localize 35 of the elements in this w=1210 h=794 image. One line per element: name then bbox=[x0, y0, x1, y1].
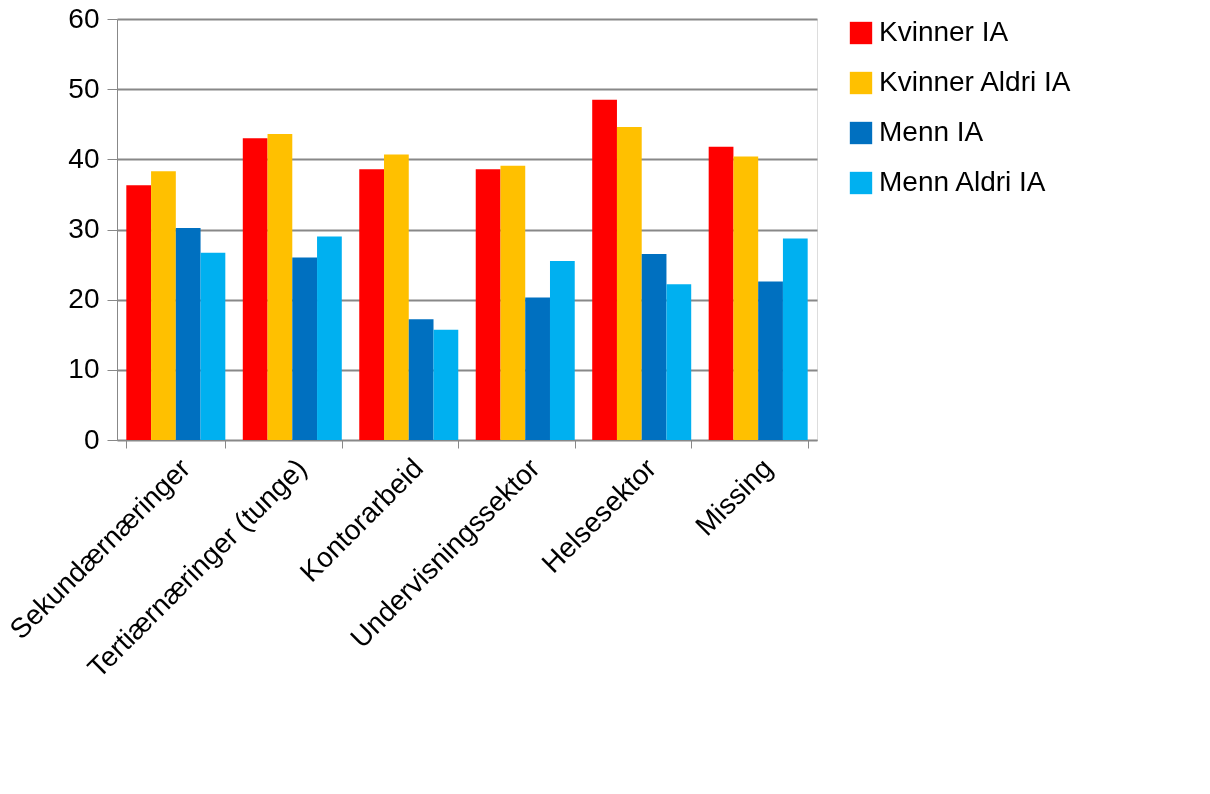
legend-label: Kvinner IA bbox=[879, 16, 1009, 47]
bar bbox=[126, 185, 152, 440]
legend-label: Menn Aldri IA bbox=[879, 166, 1046, 197]
bar bbox=[733, 156, 759, 440]
bar bbox=[151, 171, 176, 440]
y-tick-label: 10 bbox=[68, 353, 100, 385]
y-tick-label: 50 bbox=[68, 72, 100, 104]
bar bbox=[317, 236, 342, 440]
bar bbox=[242, 138, 268, 440]
bar bbox=[500, 165, 526, 440]
bar bbox=[616, 127, 642, 440]
bar bbox=[292, 257, 318, 440]
bar bbox=[782, 238, 808, 440]
bar bbox=[267, 134, 293, 440]
bar bbox=[408, 319, 434, 440]
legend-label: Kvinner Aldri IA bbox=[879, 66, 1071, 97]
bar bbox=[475, 169, 501, 440]
bar bbox=[641, 254, 667, 440]
bar bbox=[758, 281, 783, 440]
bar bbox=[666, 284, 692, 440]
bar bbox=[200, 252, 226, 440]
bar bbox=[175, 228, 201, 440]
y-tick-label: 40 bbox=[68, 142, 100, 174]
y-tick-label: 20 bbox=[68, 283, 100, 315]
y-tick-label: 60 bbox=[68, 2, 100, 34]
bar bbox=[525, 297, 550, 440]
bar bbox=[549, 261, 575, 440]
bar bbox=[384, 154, 409, 440]
bar bbox=[359, 169, 385, 440]
bar bbox=[592, 99, 617, 440]
bar bbox=[708, 146, 734, 440]
y-tick-label: 0 bbox=[83, 423, 100, 455]
y-tick-label: 30 bbox=[68, 213, 100, 244]
bar bbox=[433, 329, 459, 440]
legend-label: Menn IA bbox=[879, 116, 984, 147]
